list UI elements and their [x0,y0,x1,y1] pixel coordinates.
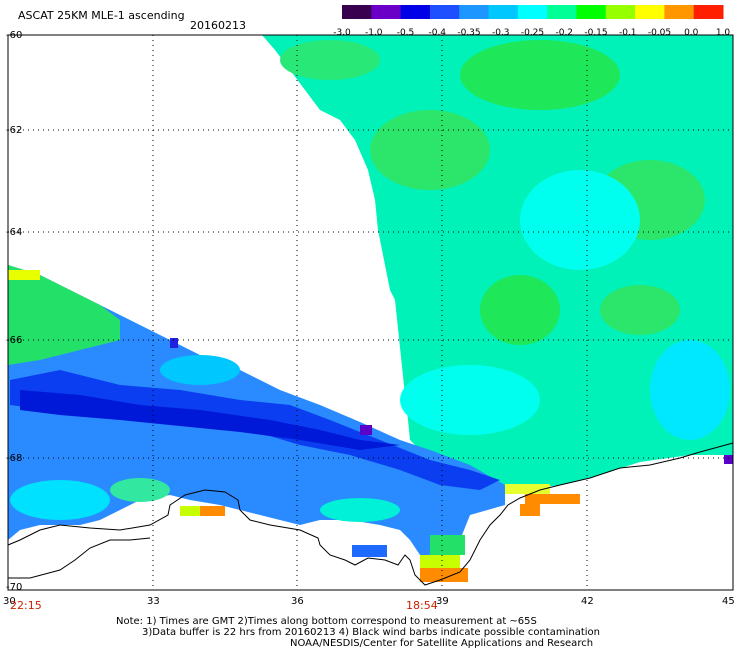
colorbar-tick-label: 0.0 [684,28,699,38]
purple-cell [170,338,178,348]
colorbar-swatch [371,5,402,19]
green-zone [320,498,400,522]
colorbar-tick-label: -0.2 [555,28,573,38]
cyan-zone [10,480,110,520]
yellow-cell [8,270,40,280]
colorbar-swatch [664,5,695,19]
map-frame [7,34,734,591]
green-zone [8,265,120,365]
coastline [7,442,734,586]
lat-label: -66 [6,335,22,346]
deep-blue-zone [20,390,400,450]
colorbar-swatch [517,5,548,19]
cyan-zone [400,365,540,435]
colorbar-tick-label: -0.3 [492,28,510,38]
orange-cell [520,504,540,516]
green-zone [600,285,680,335]
lon-label: 42 [581,596,594,607]
orange-cell [525,494,580,504]
green-zone [370,110,490,190]
green-zone [460,40,620,110]
note-line-2: 3)Data buffer is 22 hrs from 20160213 4)… [142,627,600,638]
time-label-left: 22:15 [10,599,42,612]
yellow-cell [420,555,460,568]
colorbar-swatch [605,5,636,19]
colorbar-swatch [342,5,372,19]
colorbar-swatch [635,5,665,19]
colorbar-swatch [576,5,607,19]
note-line-1: Note: 1) Times are GMT 2)Times along bot… [116,616,537,627]
graticule [8,35,733,590]
lon-label: 39 [436,596,449,607]
colorbar-swatch [547,5,577,19]
cyan-zone [520,170,640,270]
green-zone [430,535,465,555]
lon-label: 30 [3,596,16,607]
map-title: ASCAT 25KM MLE-1 ascending [18,9,185,22]
lon-label: 36 [291,596,304,607]
colorbar-tick-label: -1.0 [365,28,383,38]
colorbar-tick-label: -0.5 [397,28,415,38]
time-label-center: 18:54 [406,599,438,612]
colorbar-tick-label: -0.05 [648,28,671,38]
colorbar-tick-label: -0.35 [457,28,480,38]
cyan-zone [650,340,730,440]
lon-label: 33 [147,596,160,607]
colorbar-tick-label: 1.0 [716,28,731,38]
lat-label: -60 [6,30,22,41]
colorbar-tick-label: -0.25 [521,28,544,38]
map-date: 20160213 [190,19,246,32]
colorbar-tick-label: -0.15 [584,28,607,38]
lat-label: -62 [6,125,22,136]
blue-cell [352,545,387,557]
colorbar-swatch [400,5,431,19]
coastline [8,537,151,579]
cyan-zone [160,355,240,385]
green-zone [480,275,560,345]
lat-label: -64 [6,227,22,238]
data-field [8,35,733,582]
lon-label: 45 [722,596,735,607]
purple-cell [360,425,372,435]
colorbar-tick-label: -0.1 [619,28,637,38]
colorbar-tick-label: -3.0 [333,28,351,38]
colorbar-swatch [693,5,724,19]
orange-cell [200,506,225,516]
lat-label: -68 [6,453,22,464]
colorbar-swatch [488,5,519,19]
yellow-cell [180,506,200,516]
colorbar-swatch [429,5,460,19]
lat-label: -70 [6,582,22,593]
orange-cell [420,568,468,582]
yellow-cell [505,484,550,494]
note-line-3: NOAA/NESDIS/Center for Satellite Applica… [290,638,594,649]
green-zone [280,40,380,80]
colorbar-swatch [459,5,490,19]
purple-cell [724,455,733,464]
colorbar: -3.0 -1.0 -0.5 -0.4 -0.35 -0.3 -0.25 -0.2 -0.15 -… [333,5,730,38]
green-zone [110,478,170,502]
colorbar-tick-label: -0.4 [428,28,446,38]
